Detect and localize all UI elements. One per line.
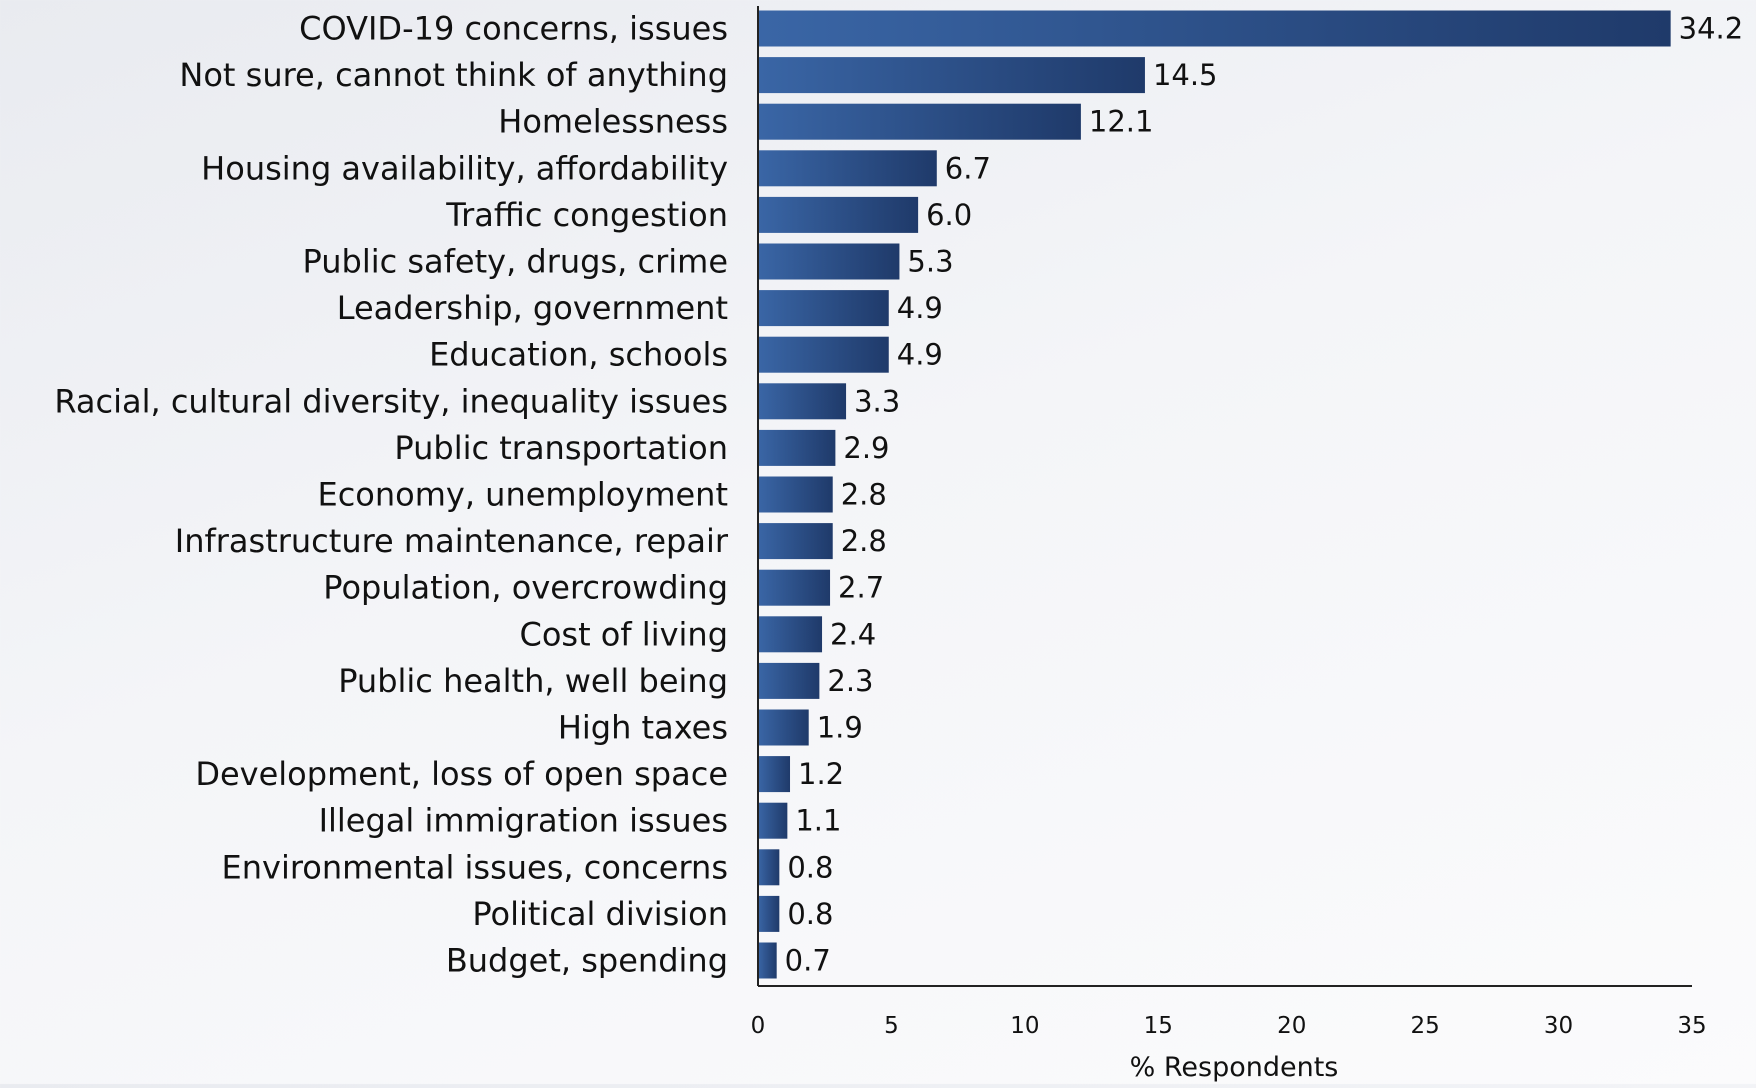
- x-tick-label-5: 25: [1411, 1013, 1440, 1039]
- x-tick-label-0: 0: [751, 1013, 766, 1039]
- axes-layer: 0 5 10 15 20 25 30 35: [751, 6, 1707, 1039]
- value-label-4: 6.0: [926, 198, 972, 232]
- category-label-12: Population, overcrowding: [323, 569, 728, 607]
- category-label-9: Public transportation: [394, 429, 728, 467]
- value-label-19: 0.8: [787, 897, 833, 931]
- value-label-7: 4.9: [897, 338, 943, 372]
- bar-7: [758, 336, 889, 373]
- x-tick-label-3: 15: [1144, 1013, 1173, 1039]
- bar-19: [758, 895, 780, 932]
- category-label-18: Environmental issues, concerns: [222, 848, 729, 886]
- value-label-11: 2.8: [841, 524, 887, 558]
- category-label-8: Racial, cultural diversity, inequality i…: [54, 382, 728, 420]
- value-label-2: 12.1: [1089, 105, 1154, 139]
- bar-15: [758, 709, 809, 746]
- value-label-3: 6.7: [945, 151, 991, 185]
- value-label-6: 4.9: [897, 291, 943, 325]
- value-label-8: 3.3: [854, 384, 900, 418]
- x-tick-label-6: 30: [1544, 1013, 1573, 1039]
- category-label-0: COVID-19 concerns, issues: [299, 10, 728, 48]
- value-label-9: 2.9: [843, 431, 889, 465]
- labels-layer: COVID-19 concerns, issues 34.2 Not sure, c…: [54, 10, 1743, 980]
- value-label-16: 1.2: [798, 757, 844, 791]
- value-label-20: 0.7: [785, 944, 831, 978]
- bar-8: [758, 383, 847, 420]
- bar-4: [758, 196, 919, 233]
- value-label-13: 2.4: [830, 617, 876, 651]
- value-label-1: 14.5: [1153, 58, 1218, 92]
- category-label-16: Development, loss of open space: [195, 755, 728, 793]
- bar-6: [758, 290, 889, 327]
- category-label-11: Infrastructure maintenance, repair: [175, 522, 729, 560]
- bar-17: [758, 802, 788, 839]
- value-label-5: 5.3: [907, 245, 953, 279]
- bar-12: [758, 569, 831, 606]
- value-label-14: 2.3: [827, 664, 873, 698]
- x-tick-label-1: 5: [884, 1013, 899, 1039]
- bar-18: [758, 849, 780, 886]
- category-label-20: Budget, spending: [446, 942, 728, 980]
- bar-16: [758, 756, 791, 793]
- bar-20: [758, 942, 777, 979]
- category-label-10: Economy, unemployment: [317, 476, 728, 514]
- bar-9: [758, 429, 836, 466]
- bars-layer: [758, 10, 1671, 979]
- x-tick-label-4: 20: [1277, 1013, 1306, 1039]
- bar-11: [758, 523, 833, 560]
- bar-13: [758, 616, 823, 653]
- bar-2: [758, 103, 1081, 140]
- category-label-7: Education, schools: [429, 336, 728, 374]
- category-label-19: Political division: [472, 895, 728, 933]
- category-label-4: Traffic congestion: [445, 196, 728, 234]
- value-label-17: 1.1: [795, 804, 841, 838]
- x-tick-label-7: 35: [1677, 1013, 1706, 1039]
- x-tick-label-2: 10: [1010, 1013, 1039, 1039]
- bar-0: [758, 10, 1671, 47]
- bar-14: [758, 662, 820, 699]
- value-label-12: 2.7: [838, 571, 884, 605]
- x-axis-title: % Respondents: [1130, 1052, 1339, 1083]
- category-label-6: Leadership, government: [337, 289, 728, 327]
- category-label-13: Cost of living: [519, 615, 728, 653]
- bar-1: [758, 57, 1145, 94]
- value-label-0: 34.2: [1679, 12, 1744, 46]
- category-label-3: Housing availability, affordability: [201, 149, 728, 187]
- category-label-5: Public safety, drugs, crime: [302, 243, 728, 281]
- category-label-15: High taxes: [558, 709, 728, 747]
- category-label-1: Not sure, cannot think of anything: [179, 56, 728, 94]
- bar-10: [758, 476, 833, 513]
- value-label-15: 1.9: [817, 711, 863, 745]
- bar-3: [758, 150, 937, 187]
- category-label-14: Public health, well being: [338, 662, 728, 700]
- value-label-10: 2.8: [841, 478, 887, 512]
- category-label-17: Illegal immigration issues: [319, 802, 728, 840]
- bar-5: [758, 243, 900, 280]
- value-label-18: 0.8: [787, 850, 833, 884]
- category-label-2: Homelessness: [498, 103, 728, 141]
